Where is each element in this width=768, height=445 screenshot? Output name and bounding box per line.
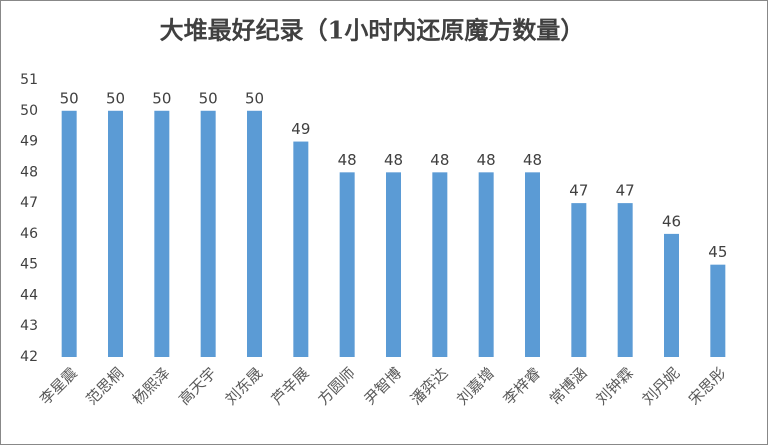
value-label: 47: [569, 182, 588, 200]
y-tick-label: 49: [20, 134, 38, 150]
bar: [525, 172, 540, 357]
y-tick-label: 47: [20, 195, 38, 211]
bar: [432, 172, 448, 357]
chart-title: 大堆最好纪录（1小时内还原魔方数量）: [160, 16, 585, 45]
y-tick-label: 48: [20, 164, 38, 180]
bar: [247, 110, 262, 358]
y-tick-label: 46: [20, 226, 38, 242]
value-label: 48: [477, 151, 496, 169]
y-tick-label: 51: [20, 72, 38, 88]
value-label: 48: [430, 151, 449, 169]
value-label: 45: [708, 243, 727, 261]
value-label: 48: [523, 151, 542, 169]
bar: [154, 110, 170, 358]
y-tick-label: 42: [20, 349, 38, 365]
value-label: 46: [662, 212, 681, 230]
bar: [617, 203, 633, 357]
value-label: 50: [106, 89, 125, 107]
y-tick-label: 50: [20, 103, 38, 119]
bar: [478, 172, 494, 357]
y-tick-label: 43: [20, 318, 38, 334]
bar: [386, 172, 401, 357]
value-label: 49: [291, 120, 310, 138]
bar: [710, 264, 726, 357]
bar: [664, 233, 679, 357]
bar: [61, 110, 77, 358]
value-label: 48: [338, 151, 357, 169]
value-label: 50: [199, 89, 218, 107]
y-tick-label: 45: [20, 257, 38, 273]
bar: [108, 110, 123, 358]
value-label: 48: [384, 151, 403, 169]
value-label: 47: [616, 182, 635, 200]
bar: [571, 203, 587, 357]
bar: [339, 172, 355, 357]
value-label: 50: [245, 89, 264, 107]
y-tick-label: 44: [20, 287, 38, 303]
bar: [200, 110, 216, 358]
value-label: 50: [60, 89, 79, 107]
value-label: 50: [152, 89, 171, 107]
bar: [293, 141, 309, 357]
